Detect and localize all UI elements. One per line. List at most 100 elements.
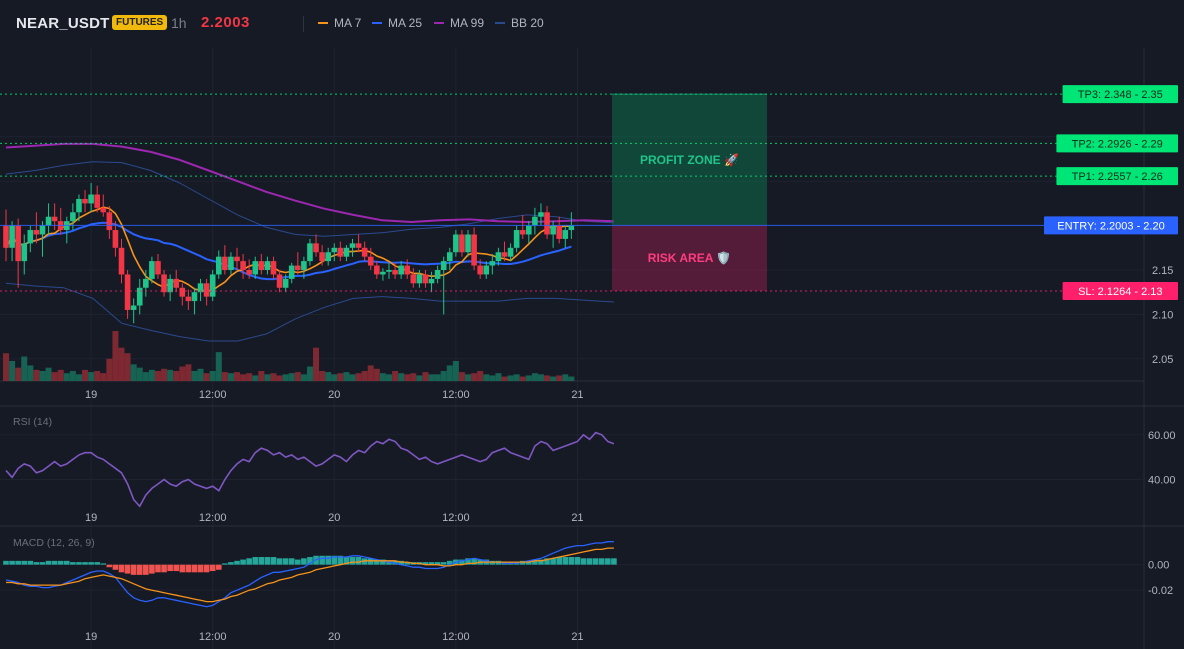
volume-bar	[240, 374, 247, 381]
macd-histogram-bar	[21, 560, 28, 565]
volume-bar	[495, 373, 502, 381]
candle-body	[562, 230, 569, 239]
candle-body	[453, 234, 459, 253]
volume-bar	[45, 367, 52, 381]
trade-level-tag[interactable]	[1062, 85, 1178, 104]
candle-body	[288, 265, 295, 279]
volume-bar	[57, 369, 64, 381]
macd-histogram-bar	[337, 555, 344, 565]
macd-histogram-bar	[592, 558, 599, 565]
candle-body	[82, 198, 88, 204]
macd-histogram-bar	[367, 558, 374, 565]
macd-histogram-bar	[33, 562, 40, 565]
macd-histogram-bar	[185, 564, 192, 573]
candle-body	[313, 243, 319, 253]
legend-ma7[interactable]: MA 7	[318, 16, 361, 30]
volume-bar	[185, 364, 192, 381]
candle-body	[143, 278, 149, 288]
time-axis-tick: 19	[85, 631, 97, 643]
candle-body	[428, 278, 435, 284]
candle-body	[459, 234, 465, 253]
volume-bar	[234, 372, 241, 381]
macd-histogram-bar	[264, 557, 271, 565]
legend-ma25[interactable]: MA 25	[372, 16, 422, 30]
volume-bar	[300, 374, 307, 381]
candle-body	[526, 225, 532, 235]
bb-lower-line	[5, 282, 614, 342]
volume-bar	[416, 375, 423, 381]
volume-bar	[373, 368, 380, 381]
trade-level-tag[interactable]	[1056, 134, 1178, 153]
candle-body	[21, 243, 28, 262]
volume-bar	[556, 375, 563, 381]
volume-bar	[319, 371, 326, 381]
volume-bar	[392, 371, 399, 381]
candle-body	[477, 265, 483, 275]
macd-histogram-bar	[434, 562, 441, 565]
time-axis-tick: 20	[328, 389, 340, 401]
candle-body	[149, 261, 155, 279]
volume-bar	[446, 365, 453, 381]
candle-body	[118, 247, 125, 275]
macd-histogram-bar	[106, 564, 113, 568]
macd-histogram-bar	[526, 560, 532, 565]
legend-ma99[interactable]: MA 99	[434, 16, 484, 30]
macd-histogram-bar	[222, 563, 228, 565]
candle-body	[301, 261, 307, 270]
macd-axis-tick: 0.00	[1148, 560, 1169, 572]
macd-histogram-bar	[446, 560, 453, 565]
trade-level-tag[interactable]	[1062, 281, 1178, 300]
candle-body	[519, 230, 526, 235]
volume-bar	[252, 375, 259, 381]
candle-body	[88, 194, 94, 204]
volume-bar	[513, 374, 520, 381]
candle-body	[276, 274, 283, 288]
risk-zone-label: RISK AREA 🛡️	[648, 251, 731, 265]
macd-histogram-bar	[143, 564, 149, 575]
time-axis-tick: 12:00	[199, 389, 227, 401]
candle-body	[51, 216, 58, 222]
volume-bar	[197, 368, 204, 381]
volume-bar	[69, 371, 76, 381]
futures-badge: FUTURES	[112, 15, 168, 30]
macd-histogram-bar	[459, 559, 465, 565]
volume-bar	[343, 372, 350, 381]
volume-bar	[550, 376, 557, 381]
timeframe-label[interactable]: 1h	[171, 15, 187, 31]
volume-bar	[434, 374, 441, 381]
candle-body	[9, 225, 15, 248]
candle-body	[106, 212, 113, 231]
macd-histogram-bar	[9, 560, 15, 565]
time-axis-tick: 19	[85, 389, 97, 401]
macd-histogram-bar	[57, 560, 64, 565]
volume-bar	[148, 369, 155, 381]
volume-bar	[221, 372, 228, 381]
macd-histogram-bar	[155, 564, 161, 573]
trade-level-tag[interactable]	[1056, 167, 1178, 186]
candle-body	[209, 274, 216, 297]
symbol-label[interactable]: NEAR_USDT	[16, 15, 110, 32]
volume-bar	[367, 365, 374, 381]
macd-histogram-bar	[325, 555, 331, 565]
candle-body	[337, 247, 344, 257]
volume-bar	[203, 373, 210, 381]
candle-body	[282, 278, 289, 288]
macd-histogram-bar	[398, 560, 404, 565]
bb20-swatch-icon	[495, 22, 505, 24]
volume-bar	[136, 367, 143, 381]
candle-body	[130, 305, 137, 310]
candle-body	[465, 234, 471, 253]
macd-histogram-bar	[197, 564, 204, 573]
trade-level-tag[interactable]	[1044, 216, 1178, 235]
ma7-line	[5, 206, 572, 292]
macd-histogram-bar	[124, 564, 131, 574]
legend-bb20[interactable]: BB 20	[495, 16, 544, 30]
candle-body	[544, 212, 550, 235]
macd-histogram-bar	[82, 562, 88, 565]
macd-histogram-bar	[574, 557, 581, 565]
trade-level-tag-text: TP2: 2.2926 - 2.29	[1072, 138, 1163, 150]
macd-histogram-bar	[161, 564, 167, 573]
macd-histogram-bar	[544, 558, 550, 565]
volume-bar	[452, 361, 459, 381]
